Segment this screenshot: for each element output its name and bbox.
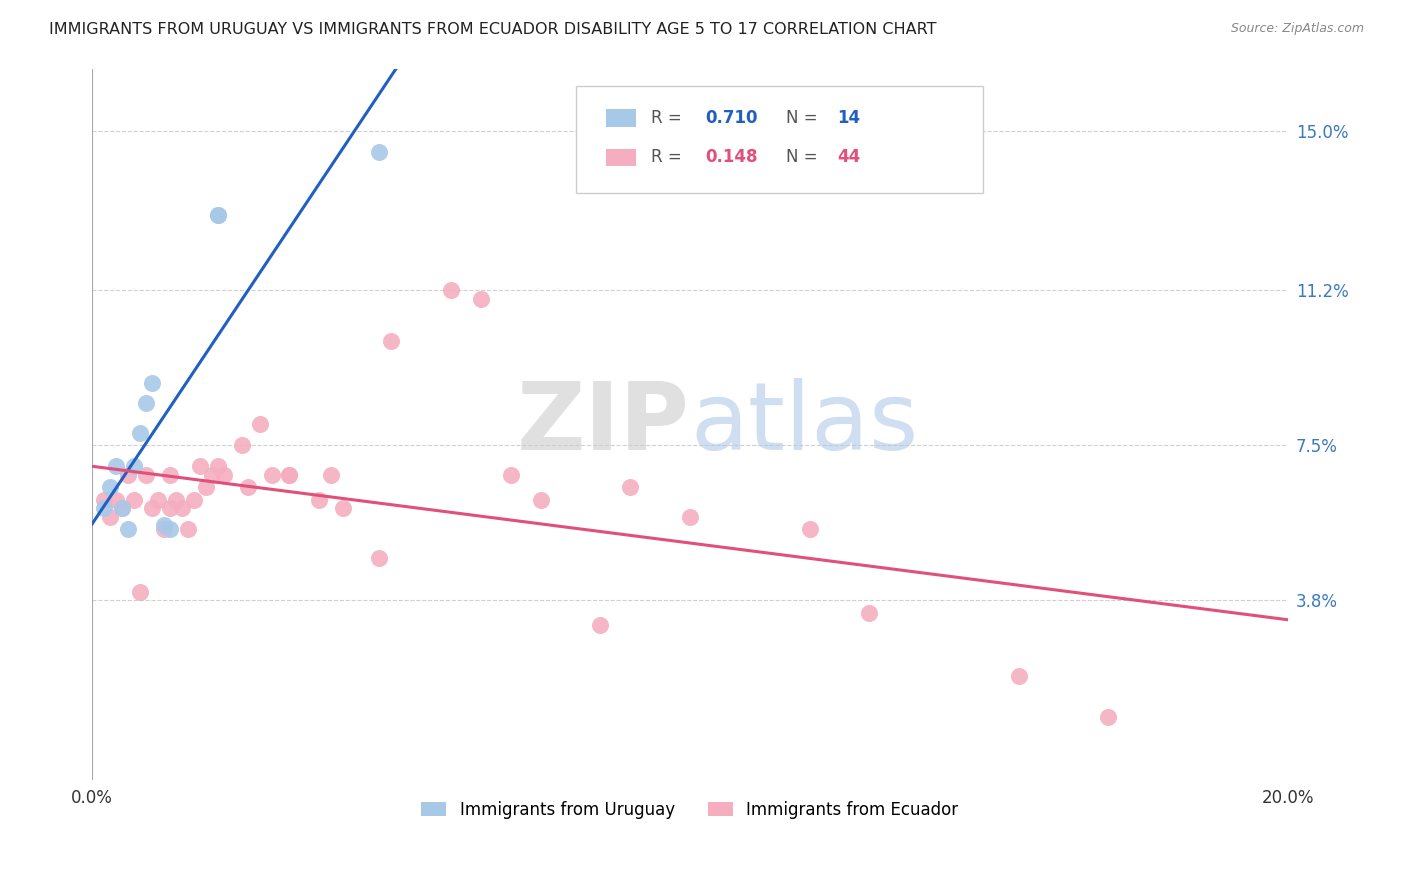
Point <box>368 551 391 566</box>
Point <box>499 467 522 482</box>
Point <box>1097 710 1119 724</box>
Point <box>159 467 181 482</box>
Point <box>207 459 229 474</box>
Point <box>165 492 187 507</box>
Point <box>278 467 301 482</box>
Point <box>1008 668 1031 682</box>
Point <box>231 438 253 452</box>
Point <box>141 376 163 390</box>
Point <box>117 522 139 536</box>
Point <box>98 509 121 524</box>
Point <box>799 522 821 536</box>
Point <box>153 522 176 536</box>
Point <box>111 501 134 516</box>
Text: R =: R = <box>651 148 686 167</box>
Point <box>177 522 200 536</box>
Point <box>135 467 157 482</box>
Point <box>93 492 115 507</box>
Point <box>278 467 301 482</box>
Text: atlas: atlas <box>690 378 918 470</box>
Point <box>207 208 229 222</box>
Text: N =: N = <box>786 110 823 128</box>
Point <box>159 522 181 536</box>
Point <box>129 425 152 440</box>
Point <box>470 292 492 306</box>
Point <box>332 501 354 516</box>
Point <box>122 459 145 474</box>
Point <box>380 334 402 348</box>
Point <box>111 501 134 516</box>
Point <box>440 284 463 298</box>
Point <box>679 509 702 524</box>
Text: IMMIGRANTS FROM URUGUAY VS IMMIGRANTS FROM ECUADOR DISABILITY AGE 5 TO 17 CORREL: IMMIGRANTS FROM URUGUAY VS IMMIGRANTS FR… <box>49 22 936 37</box>
Point <box>321 467 343 482</box>
Point <box>201 467 224 482</box>
Bar <box>606 110 636 128</box>
Point <box>619 480 641 494</box>
Text: Source: ZipAtlas.com: Source: ZipAtlas.com <box>1230 22 1364 36</box>
Point <box>188 459 211 474</box>
Bar <box>606 149 636 167</box>
Point <box>207 208 229 222</box>
Point <box>249 417 271 432</box>
Legend: Immigrants from Uruguay, Immigrants from Ecuador: Immigrants from Uruguay, Immigrants from… <box>415 794 966 825</box>
FancyBboxPatch shape <box>576 87 983 193</box>
Point <box>93 501 115 516</box>
Text: 14: 14 <box>837 110 860 128</box>
Point <box>129 585 152 599</box>
Point <box>858 606 880 620</box>
Text: 0.710: 0.710 <box>706 110 758 128</box>
Point <box>146 492 169 507</box>
Point <box>170 501 193 516</box>
Text: N =: N = <box>786 148 823 167</box>
Point <box>194 480 217 494</box>
Point <box>135 396 157 410</box>
Point <box>529 492 551 507</box>
Text: 44: 44 <box>837 148 860 167</box>
Point <box>122 492 145 507</box>
Text: ZIP: ZIP <box>517 378 690 470</box>
Text: 0.148: 0.148 <box>706 148 758 167</box>
Point <box>105 459 128 474</box>
Point <box>117 467 139 482</box>
Point <box>589 618 612 632</box>
Point <box>368 145 391 160</box>
Text: R =: R = <box>651 110 686 128</box>
Point <box>153 517 176 532</box>
Point <box>212 467 235 482</box>
Point <box>260 467 283 482</box>
Point <box>236 480 259 494</box>
Point <box>98 480 121 494</box>
Point <box>183 492 205 507</box>
Point <box>141 501 163 516</box>
Point <box>159 501 181 516</box>
Point <box>105 492 128 507</box>
Point <box>308 492 330 507</box>
